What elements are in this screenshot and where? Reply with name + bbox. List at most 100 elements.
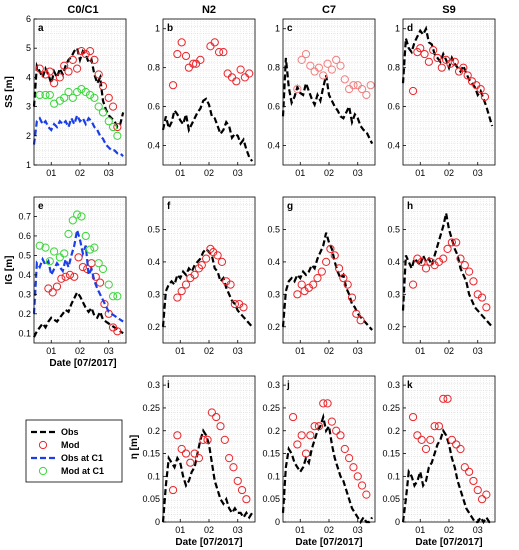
legend-box [25,419,123,483]
x-tick-label: 02 [204,168,214,178]
data-point-mod [68,55,77,64]
data-point-mod-at-c1 [81,87,90,97]
data-point-mod [168,81,178,90]
column-title-c0c1: C0/C1 [67,4,98,16]
data-point-mod [219,47,228,57]
data-point-mod [77,47,86,56]
data-point-mod [78,262,87,272]
data-point-mod [293,290,302,299]
panel-letter: e [38,201,44,212]
data-point-mod [306,61,315,70]
panel-letter: i [167,380,170,391]
ylabel-eta: η [m] [129,435,140,459]
data-point-mod-at-c1 [77,212,86,221]
data-point-mod [362,490,371,499]
data-point-mod [434,422,444,431]
data-point-mod [96,278,105,287]
data-point-mod [426,435,435,444]
data-point-mod-at-c1 [85,245,95,254]
panel-e-grid [34,197,126,343]
data-point-mod [327,417,336,426]
data-point-mod [319,71,328,80]
panel-b: 0.4 0.6 0.8 1 01 02 03 b [147,18,256,178]
y-tick-label: 0.25 [382,403,400,413]
data-point-mod [60,61,69,70]
panel-a: 1 2 3 4 5 6 01 02 03 a [26,14,127,178]
data-point-mod [319,399,328,408]
data-point-mod-at-c1 [108,292,118,301]
series-line-obs [281,232,373,331]
data-point-mod-at-c1 [108,122,118,132]
panel-c: 0.4 0.6 0.8 1 01 02 03 c [267,18,376,178]
data-point-mod [213,251,222,260]
data-point-mod [343,280,352,289]
data-point-mod [45,67,54,76]
data-point-mod [81,49,90,59]
data-point-mod [309,280,318,289]
data-point-mod [459,63,468,72]
data-point-mod [113,327,122,336]
data-point-mod-at-c1 [35,241,44,250]
y-tick-label: 0.4 [147,257,160,267]
data-point-mod [353,472,362,481]
data-point-mod [233,476,242,486]
panel-letter: j [286,380,290,391]
y-tick-label: 0.4 [147,141,160,151]
column-title-s9: S9 [442,4,455,16]
data-point-mod [181,280,191,289]
data-point-mod [74,253,83,262]
data-point-mod [108,102,118,111]
series-line-obs [281,412,374,525]
panel-letter: c [287,23,293,34]
data-point-mod [177,286,186,296]
data-point-mod-at-c1 [73,210,82,219]
data-point-mod [424,57,433,66]
y-tick-label: 0.2 [147,322,160,332]
data-point-mod [336,61,345,70]
x-tick-label: 02 [75,346,85,356]
data-point-mod [480,92,490,101]
panel-g: 0.2 0.3 0.4 0.5 01 02 03 g [267,196,376,356]
x-tick-label: 02 [75,168,85,178]
xlabel-col1: Date [07/2017] [175,537,242,548]
data-point-mod-at-c1 [60,249,69,258]
data-point-mod [70,272,79,281]
data-point-mod [408,280,418,289]
x-tick-label: 01 [46,346,56,356]
y-tick-label: 6 [26,14,31,24]
data-point-mod-at-c1 [68,93,77,102]
data-point-mod-at-c1 [77,84,86,94]
data-point-mod [65,270,75,279]
data-point-mod [297,431,306,440]
data-point-mod-at-c1 [55,96,64,105]
x-tick-label: 03 [104,168,114,178]
data-point-mod [314,422,324,431]
data-point-mod [443,244,452,254]
data-point-mod [366,81,375,90]
data-point-mod [347,293,357,302]
x-tick-label: 03 [353,346,363,356]
data-point-mod-at-c1 [98,108,108,117]
panel-letter: b [167,23,173,34]
y-tick-label: 0.1 [267,471,280,481]
data-point-mod [186,458,195,467]
panel-letter: a [38,23,44,34]
data-point-mod [340,75,349,84]
data-point-mod [313,274,322,283]
y-tick-label: 0 [395,517,400,527]
data-point-mod-at-c1 [41,243,50,252]
data-point-mod [339,274,348,283]
data-point-mod [352,309,361,318]
data-point-mod [48,288,57,297]
panel-letter: g [287,201,293,212]
y-tick-label: 0.1 [18,328,31,338]
panel-i: 0 0.05 0.1 0.15 0.2 0.25 0.3 01 02 03 i [142,375,256,535]
panel-d: 0.4 0.6 0.8 1 01 02 03 d [387,18,496,178]
panel-letter: d [407,23,413,34]
data-point-mod [181,51,191,61]
data-point-mod [469,476,478,486]
data-point-mod [345,454,354,463]
data-point-mod [323,59,332,68]
y-tick-label: 0.3 [18,289,31,299]
